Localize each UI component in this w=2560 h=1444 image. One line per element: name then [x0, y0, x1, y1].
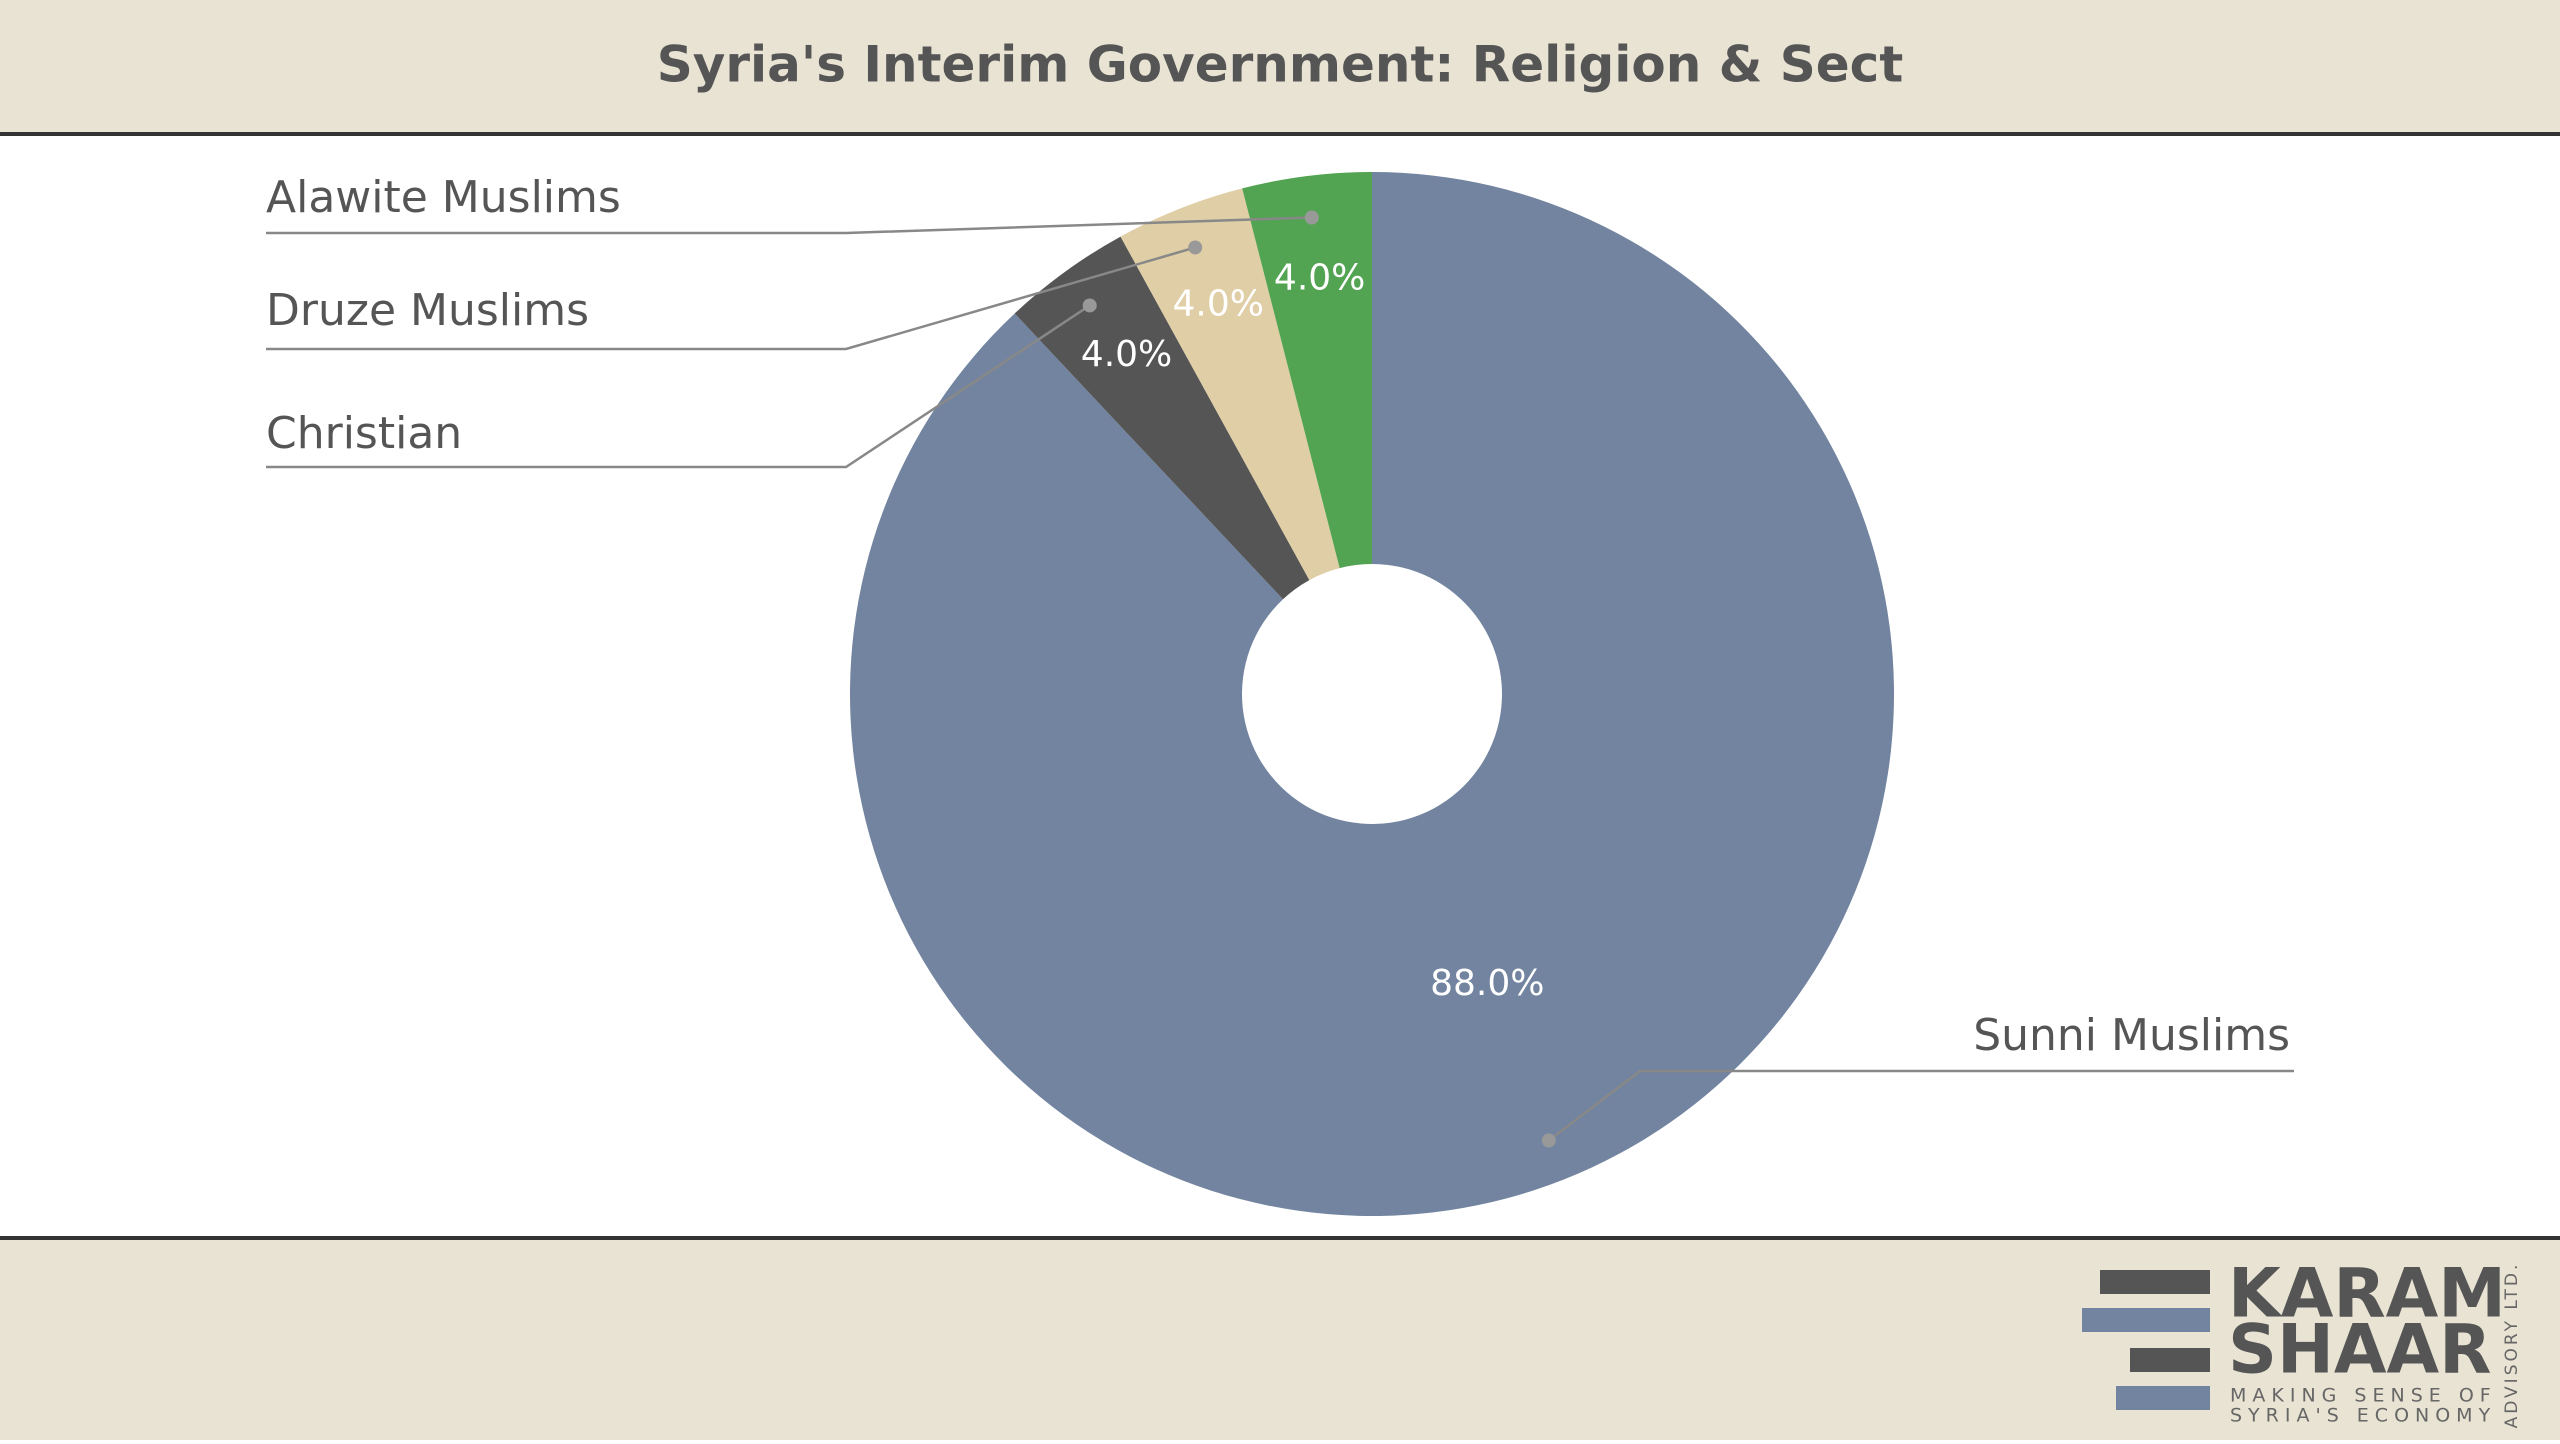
slice: [1014, 236, 1310, 600]
logo-text: SHAAR: [2228, 1311, 2492, 1390]
chart-title: Syria's Interim Government: Religion & S…: [657, 36, 1903, 94]
value-label: 4.0%: [1173, 284, 1264, 325]
category-label: Christian: [266, 408, 462, 459]
logo-side: ADVISORY LTD.: [2502, 1262, 2522, 1429]
leader-line: [266, 304, 1091, 469]
category-label: Alawite Muslims: [266, 172, 621, 223]
leader-dot: [1188, 240, 1203, 255]
slice: [1242, 172, 1372, 569]
leader-dot: [1304, 210, 1319, 225]
leader-line: [266, 246, 1196, 351]
logo-bar: [2116, 1386, 2210, 1410]
slice: [850, 172, 1894, 1216]
logo-tagline: MAKING SENSE OF: [2230, 1385, 2497, 1407]
leader-dot: [1541, 1133, 1556, 1148]
leader-line: [266, 216, 1312, 235]
logo-tagline: SYRIA'S ECONOMY: [2230, 1405, 2496, 1427]
logo-bar: [2082, 1308, 2210, 1332]
slice: [1120, 188, 1340, 581]
value-label: 4.0%: [1274, 258, 1365, 299]
category-label: Sunni Muslims: [1973, 1010, 2290, 1061]
value-label: 88.0%: [1430, 963, 1544, 1004]
logo: KARAM SHAAR MAKING SENSE OF SYRIA'S ECON…: [2082, 1255, 2522, 1429]
value-label: 4.0%: [1081, 334, 1172, 375]
leader-line: [1548, 1069, 2294, 1142]
header: [0, 0, 2560, 133]
logo-bar: [2130, 1348, 2210, 1372]
category-label: Druze Muslims: [266, 285, 589, 336]
logo-bar: [2100, 1270, 2210, 1294]
logo-text: KARAM: [2228, 1255, 2506, 1334]
leader-dot: [1082, 298, 1097, 313]
